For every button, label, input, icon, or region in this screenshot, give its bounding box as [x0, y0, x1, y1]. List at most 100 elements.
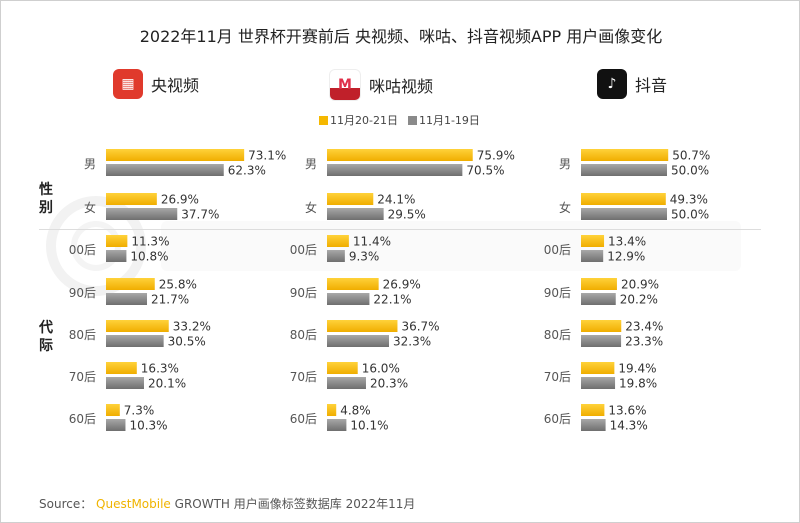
- data-label: 19.4%: [618, 362, 656, 376]
- app-name: 央视频: [151, 76, 200, 95]
- divider: [39, 229, 761, 230]
- bar-previous: [581, 335, 622, 347]
- data-label: 36.7%: [401, 320, 439, 334]
- category-label: 90后: [290, 286, 317, 300]
- data-label: 23.4%: [625, 320, 663, 334]
- bar-current: [106, 320, 169, 332]
- data-label: 24.1%: [377, 193, 415, 207]
- data-label: 20.1%: [148, 377, 186, 391]
- bar-previous: [106, 419, 126, 431]
- bar-previous: [327, 419, 347, 431]
- bar-current: [327, 149, 473, 161]
- migu-video-logo-icon: M: [329, 69, 361, 101]
- data-label: 26.9%: [161, 193, 199, 207]
- bar-current: [581, 235, 605, 247]
- data-label: 16.0%: [362, 362, 400, 376]
- data-label: 23.3%: [625, 335, 663, 349]
- group-label-gender: 性别: [39, 182, 53, 216]
- category-label: 60后: [69, 412, 96, 426]
- bar-current: [106, 193, 157, 205]
- bar-current: [327, 235, 349, 247]
- data-label: 33.2%: [173, 320, 211, 334]
- bar-current: [327, 320, 398, 332]
- bar-previous: [581, 419, 606, 431]
- app-header-cctv: ▦ 央视频: [113, 69, 199, 99]
- category-label: 女: [559, 200, 571, 215]
- data-label: 10.8%: [130, 250, 168, 264]
- bar-current: [581, 320, 622, 332]
- category-label: 60后: [544, 412, 571, 426]
- data-label: 75.9%: [477, 149, 515, 163]
- category-label: 00后: [290, 243, 317, 257]
- bar-previous: [581, 164, 667, 176]
- category-label: 70后: [69, 370, 96, 384]
- category-label: 60后: [290, 412, 317, 426]
- category-label: 80后: [544, 328, 571, 342]
- data-label: 50.0%: [671, 208, 709, 222]
- data-label: 25.8%: [159, 278, 197, 292]
- category-label: 男: [84, 157, 96, 171]
- data-label: 10.3%: [129, 419, 167, 433]
- data-label: 29.5%: [388, 208, 426, 222]
- bar-previous: [327, 250, 345, 262]
- bar-current: [581, 278, 617, 290]
- bar-previous: [327, 208, 384, 220]
- legend-item-current: 11月20-21日: [319, 112, 398, 128]
- legend-item-previous: 11月1-19日: [407, 112, 480, 128]
- data-label: 50.0%: [671, 164, 709, 178]
- bar-previous: [581, 208, 667, 220]
- data-label: 10.1%: [350, 419, 388, 433]
- data-label: 49.3%: [670, 193, 708, 207]
- category-label: 90后: [544, 286, 571, 300]
- bar-current: [581, 149, 669, 161]
- data-label: 14.3%: [610, 419, 648, 433]
- bar-previous: [581, 377, 616, 389]
- category-label: 80后: [290, 328, 317, 342]
- data-label: 11.3%: [131, 235, 169, 249]
- data-label: 7.3%: [124, 404, 155, 418]
- category-label: 00后: [544, 243, 571, 257]
- bar-current: [106, 404, 120, 416]
- data-label: 70.5%: [466, 164, 504, 178]
- bar-current: [106, 149, 245, 161]
- bar-current: [581, 362, 615, 374]
- data-label: 20.9%: [621, 278, 659, 292]
- bar-previous: [327, 293, 370, 305]
- data-label: 22.1%: [373, 293, 411, 307]
- app-name: 抖音: [635, 76, 668, 95]
- category-label: 女: [84, 200, 96, 215]
- legend: 11月20-21日 11月1-19日: [319, 112, 480, 128]
- data-label: 26.9%: [383, 278, 421, 292]
- bar-previous: [581, 293, 616, 305]
- data-label: 20.3%: [370, 377, 408, 391]
- data-label: 13.6%: [608, 404, 646, 418]
- data-label: 62.3%: [228, 164, 266, 178]
- category-label: 男: [559, 157, 571, 171]
- data-label: 12.9%: [607, 250, 645, 264]
- douyin-logo-icon: ♪: [597, 69, 627, 99]
- chart-title: 2022年11月 世界杯开赛前后 央视频、咪咕、抖音视频APP 用户画像变化: [139, 27, 663, 46]
- bar-current: [327, 362, 358, 374]
- bar-previous: [106, 208, 178, 220]
- bar-current: [581, 404, 605, 416]
- bar-previous: [327, 335, 390, 347]
- bar-current: [327, 404, 337, 416]
- group-label-age: 代际: [39, 320, 53, 354]
- bar-current: [106, 235, 128, 247]
- data-label: 16.3%: [141, 362, 179, 376]
- data-label: 13.4%: [608, 235, 646, 249]
- bar-current: [106, 362, 137, 374]
- app-name: 咪咕视频: [369, 77, 434, 96]
- data-label: 20.2%: [620, 293, 658, 307]
- bar-previous: [106, 377, 144, 389]
- category-label: 女: [305, 200, 317, 215]
- category-label: 男: [305, 157, 317, 171]
- bar-previous: [106, 293, 148, 305]
- bar-previous: [106, 250, 127, 262]
- data-label: 21.7%: [151, 293, 189, 307]
- bar-previous: [581, 250, 604, 262]
- data-label: 73.1%: [248, 149, 286, 163]
- bar-current: [327, 278, 379, 290]
